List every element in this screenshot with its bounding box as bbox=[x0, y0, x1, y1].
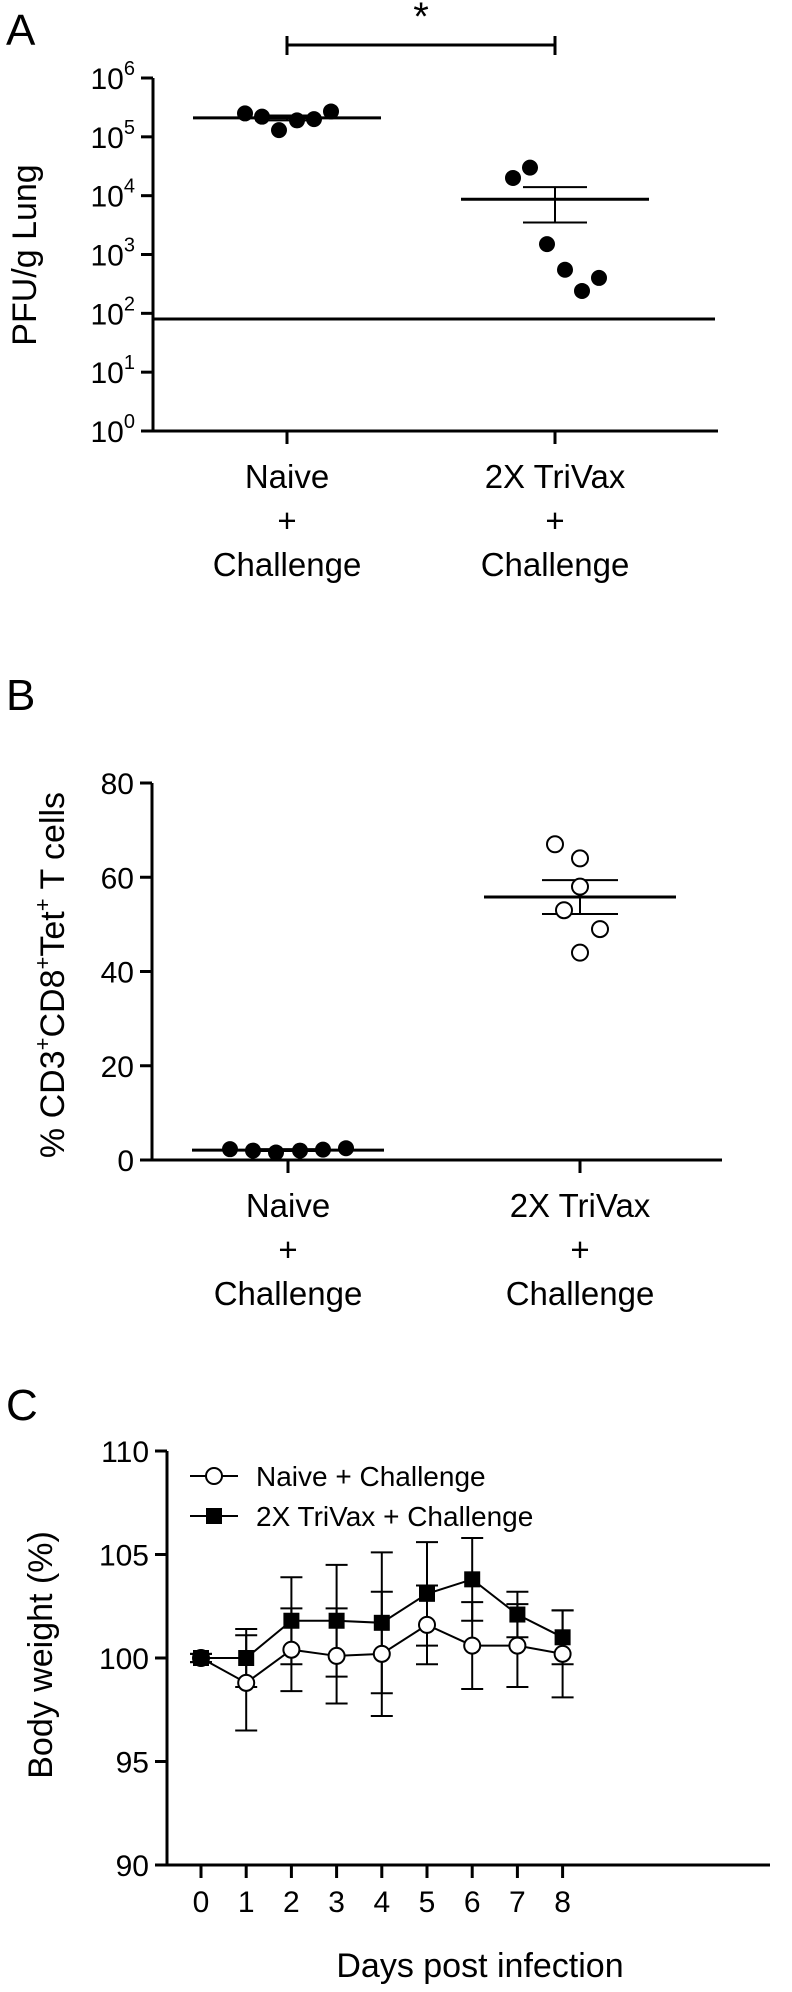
panel-a-data-point bbox=[289, 112, 305, 129]
panel-c-y-tick-label: 100 bbox=[99, 1643, 149, 1676]
panel-c-legend-circle-icon bbox=[205, 1467, 223, 1485]
panel-b-data-point bbox=[591, 920, 609, 939]
panel-a-category-label: Challenge bbox=[213, 546, 362, 583]
panel-c-y-axis-title: Body weight (%) bbox=[22, 1531, 60, 1779]
panel-c-data-point bbox=[237, 1673, 256, 1692]
panel-c-x-tick-label: 1 bbox=[238, 1886, 255, 1919]
panel-c-data-point bbox=[463, 1636, 482, 1655]
panel-a-category-label: + bbox=[277, 502, 296, 539]
panel-c-legend-entry: Naive + Challenge bbox=[190, 1461, 486, 1492]
panel-b-label: B bbox=[6, 671, 35, 720]
panel-c-data-point bbox=[464, 1571, 481, 1588]
panel-c-label: C bbox=[6, 1381, 38, 1430]
panel-b-y-tick-label: 0 bbox=[117, 1145, 134, 1178]
panel-a-y-tick-label: 105 bbox=[91, 117, 136, 155]
panel-a-data-point bbox=[539, 236, 555, 253]
panel-c-x-axis-title: Days post infection bbox=[336, 1947, 623, 1985]
panel-b-category-label: 2X TriVax bbox=[510, 1187, 651, 1224]
panel-a-y-tick-label: 104 bbox=[91, 176, 136, 214]
panel-c-data-point bbox=[418, 1615, 436, 1634]
panel-a-data-point bbox=[574, 282, 590, 299]
panel-a-label: A bbox=[6, 6, 36, 55]
panel-c-data-point bbox=[553, 1644, 572, 1663]
panel-c-legend-square-icon bbox=[206, 1508, 222, 1524]
panel-c-x-tick-label: 3 bbox=[328, 1886, 345, 1919]
panel-a-category-label: Naive bbox=[245, 458, 329, 495]
panel-a-data-point bbox=[306, 111, 322, 128]
panel-c-x-tick-label: 7 bbox=[509, 1886, 526, 1919]
panel-c-legend-label: 2X TriVax + Challenge bbox=[256, 1501, 533, 1532]
panel-c-y-tick-label: 110 bbox=[101, 1436, 149, 1469]
panel-b-y-tick-label: 80 bbox=[101, 768, 134, 801]
panel-b-data-point bbox=[571, 877, 589, 896]
panel-c-data-point bbox=[509, 1606, 526, 1623]
panel-c-x-tick-label: 4 bbox=[373, 1886, 390, 1919]
panel-a-data-point bbox=[591, 269, 607, 286]
panel-b-data-point bbox=[245, 1142, 261, 1159]
panel-a-data-point bbox=[254, 108, 270, 125]
panel-a-y-tick-label: 102 bbox=[91, 293, 136, 331]
panel-a-data-point bbox=[557, 261, 573, 278]
panel-b-data-point bbox=[571, 849, 589, 868]
panel-a-y-tick-label: 106 bbox=[91, 58, 136, 96]
panel-a-data-point bbox=[237, 105, 253, 122]
panel-c-data-point bbox=[327, 1646, 346, 1665]
panel-c-y-tick-label: 90 bbox=[116, 1850, 149, 1883]
panel-b-category-label: Naive bbox=[246, 1187, 330, 1224]
panel-c-x-tick-label: 6 bbox=[464, 1886, 481, 1919]
panel-c-data-point bbox=[373, 1614, 390, 1631]
panel-c: C 90 95 100 105 110 0 1 2 3 4 5 6 7 8 Days post infecti… bbox=[6, 1381, 770, 1985]
panel-a-y-axis-title: PFU/g Lung bbox=[6, 164, 44, 345]
panel-c-data-point bbox=[419, 1585, 435, 1602]
panel-c-data-point bbox=[372, 1644, 391, 1663]
panel-c-x-tick-label: 5 bbox=[419, 1886, 436, 1919]
panel-c-x-tick-label: 2 bbox=[283, 1886, 300, 1919]
panel-a-category-label: Challenge bbox=[481, 546, 630, 583]
panel-b-data-point bbox=[571, 943, 589, 962]
panel-a-y-tick-label: 101 bbox=[91, 352, 136, 390]
panel-c-data-point bbox=[554, 1629, 571, 1646]
panel-c-data-point bbox=[508, 1636, 527, 1655]
panel-a-category-label: 2X TriVax bbox=[485, 458, 626, 495]
panel-b-y-tick-label: 20 bbox=[101, 1051, 134, 1084]
panel-c-data-point bbox=[328, 1612, 345, 1629]
panel-b: B 0 20 40 60 80 % CD3+CD8+Tet+ T cells Naive + Ch… bbox=[6, 671, 722, 1312]
panel-c-y-tick-label: 105 bbox=[99, 1540, 149, 1573]
panel-a: A 100 101 102 103 104 105 106 PFU/g Lung Naive + Ch… bbox=[6, 0, 718, 583]
panel-b-y-tick-label: 40 bbox=[101, 957, 134, 990]
panel-c-legend-label: Naive + Challenge bbox=[256, 1461, 486, 1492]
panel-b-data-point bbox=[222, 1141, 238, 1158]
panel-a-significance-star: * bbox=[413, 0, 429, 39]
panel-c-y-tick-label: 95 bbox=[116, 1747, 149, 1780]
panel-b-category-label: + bbox=[278, 1231, 297, 1268]
panel-b-data-point bbox=[315, 1141, 331, 1158]
panel-b-category-label: + bbox=[570, 1231, 589, 1268]
panel-c-x-tick-label: 0 bbox=[193, 1886, 210, 1919]
panel-a-data-point bbox=[505, 169, 521, 186]
panel-a-data-point bbox=[522, 159, 538, 176]
panel-c-x-tick-label: 8 bbox=[554, 1886, 571, 1919]
panel-b-y-tick-label: 60 bbox=[101, 862, 134, 895]
panel-b-data-point bbox=[546, 835, 564, 854]
panel-a-category-label: + bbox=[545, 502, 564, 539]
panel-b-data-point bbox=[268, 1144, 284, 1161]
panel-c-data-point bbox=[193, 1650, 209, 1666]
panel-b-data-point bbox=[555, 901, 573, 920]
panel-b-data-point bbox=[338, 1140, 354, 1157]
panel-c-data-point bbox=[282, 1640, 301, 1659]
panel-a-y-tick-label: 100 bbox=[91, 411, 136, 449]
panel-b-y-axis-title: % CD3+CD8+Tet+ T cells bbox=[30, 792, 72, 1158]
panel-b-category-label: Challenge bbox=[506, 1275, 655, 1312]
panel-a-data-point bbox=[271, 122, 287, 139]
panel-b-category-label: Challenge bbox=[214, 1275, 363, 1312]
panel-a-data-point bbox=[323, 103, 339, 120]
panel-c-data-point bbox=[283, 1612, 300, 1629]
panel-a-y-tick-label: 103 bbox=[91, 235, 136, 273]
panel-c-data-point bbox=[238, 1650, 255, 1666]
panel-b-data-point bbox=[292, 1142, 308, 1159]
panel-c-legend-entry: 2X TriVax + Challenge bbox=[190, 1501, 533, 1532]
